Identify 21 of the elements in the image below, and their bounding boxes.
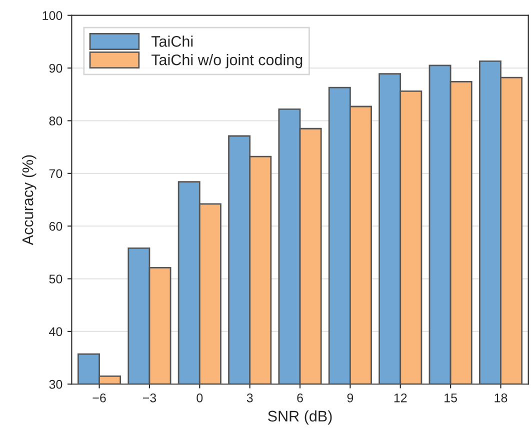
y-tick-label: 100 — [42, 11, 62, 20]
x-tick-label: −3 — [142, 393, 156, 402]
legend-label: TaiChi — [151, 36, 193, 47]
y-tick-label: 30 — [49, 380, 62, 389]
x-tick-label: 6 — [297, 393, 303, 402]
x-tick-label: 15 — [444, 394, 457, 402]
y-tick-label: 40 — [49, 327, 62, 336]
y-tick-label: 90 — [49, 64, 62, 73]
x-axis-title: SNR (dB) — [268, 410, 332, 425]
x-tick-label: 18 — [494, 393, 508, 402]
y-tick-label: 70 — [49, 169, 62, 178]
legend-label: TaiChi w/o joint coding — [151, 54, 302, 68]
y-tick-label: 50 — [49, 274, 62, 284]
x-tick-label: 0 — [196, 393, 203, 402]
x-tick-label: 12 — [394, 393, 407, 402]
y-tick-label: 80 — [49, 116, 62, 126]
x-tick-label: 3 — [246, 393, 253, 402]
x-tick-label: −6 — [92, 393, 106, 402]
y-tick-label: 60 — [49, 222, 62, 231]
y-axis-title: Accuracy (%) — [22, 155, 36, 246]
x-tick-label: 9 — [347, 393, 354, 402]
